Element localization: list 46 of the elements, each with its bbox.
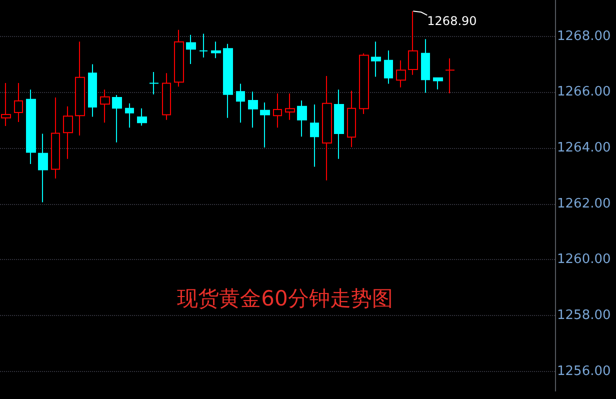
candlestick	[433, 77, 443, 90]
candlestick	[260, 102, 270, 148]
candlestick	[149, 72, 159, 95]
candlestick	[408, 10, 418, 76]
candlestick	[26, 89, 36, 164]
candlestick	[88, 64, 97, 118]
candlestick	[310, 104, 319, 168]
candlestick	[75, 41, 85, 136]
y-tick-label: 1260.00	[557, 252, 611, 268]
candlestick	[63, 106, 73, 160]
candlestick	[285, 93, 295, 120]
candlestick	[162, 72, 171, 120]
candlestick	[100, 89, 110, 124]
candlestick	[297, 100, 307, 138]
candlestick	[347, 90, 356, 148]
candlestick	[322, 75, 332, 181]
candlestick	[359, 52, 369, 114]
candlestick	[371, 41, 381, 78]
y-tick-label: 1266.00	[557, 84, 611, 100]
candlestick	[384, 50, 393, 84]
y-tick-label: 1262.00	[557, 196, 611, 212]
candlestick	[248, 91, 258, 128]
candlestick	[38, 133, 48, 203]
candlestick	[273, 93, 282, 128]
candlestick	[334, 89, 344, 160]
candlestick	[14, 82, 23, 123]
y-tick-label: 1264.00	[557, 140, 611, 156]
candlestick	[51, 96, 60, 179]
candlestick	[1, 82, 11, 126]
y-tick-label: 1258.00	[557, 308, 611, 324]
candlestick	[223, 43, 233, 118]
text: 现货黄金60分钟走势图	[177, 286, 393, 310]
y-tick-label: 1256.00	[557, 364, 611, 379]
candlestick	[236, 83, 245, 124]
candlestick	[112, 94, 122, 143]
candlestick	[186, 34, 196, 64]
y-tick-label: 1268.00	[557, 28, 611, 44]
candlestick	[125, 102, 134, 128]
candlestick	[174, 29, 184, 88]
annotation: 1268.90	[427, 14, 477, 28]
candlestick	[445, 58, 455, 94]
candlestick	[199, 33, 208, 58]
candlestick	[137, 108, 147, 126]
candlestick	[396, 60, 406, 88]
candlestick	[211, 41, 221, 59]
candlestick	[421, 38, 430, 94]
